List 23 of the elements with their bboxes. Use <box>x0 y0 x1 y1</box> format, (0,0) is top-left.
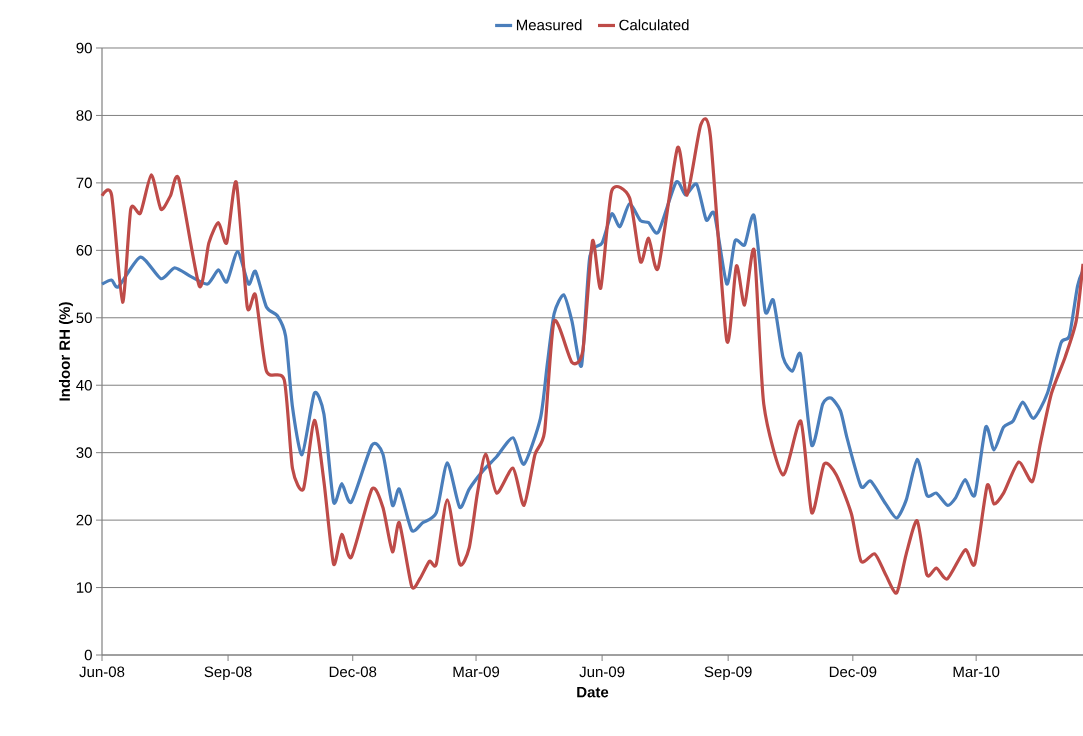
y-tick-label: 50 <box>76 312 92 324</box>
y-tick-label: 10 <box>76 582 92 593</box>
y-tick-label: 60 <box>76 245 92 256</box>
x-tick-label: Jun-08 <box>79 666 125 678</box>
x-tick-label: Jun-09 <box>579 666 625 678</box>
y-tick-label: 70 <box>76 177 92 189</box>
y-tick-label: 40 <box>76 379 92 391</box>
x-tick-label: Mar-09 <box>453 666 500 678</box>
x-tick-label: Mar-10 <box>953 666 1000 678</box>
x-axis-title: Date <box>577 686 609 698</box>
x-tick-label: Dec-09 <box>829 666 877 678</box>
legend-label: Calculated <box>619 19 689 31</box>
legend-label: Measured <box>516 19 582 31</box>
y-tick-label: 90 <box>76 42 92 54</box>
y-axis-title: Indoor RH (%) <box>58 302 73 401</box>
y-tick-label: 30 <box>76 447 92 458</box>
x-tick-label: Dec-08 <box>329 666 377 678</box>
line-series <box>100 180 1083 532</box>
y-tick-label: 80 <box>76 110 92 121</box>
x-tick-label: Sep-09 <box>704 666 752 681</box>
y-tick-label: 20 <box>76 514 92 526</box>
y-tick-label: 0 <box>84 649 92 661</box>
x-tick-label: Sep-08 <box>204 666 252 681</box>
